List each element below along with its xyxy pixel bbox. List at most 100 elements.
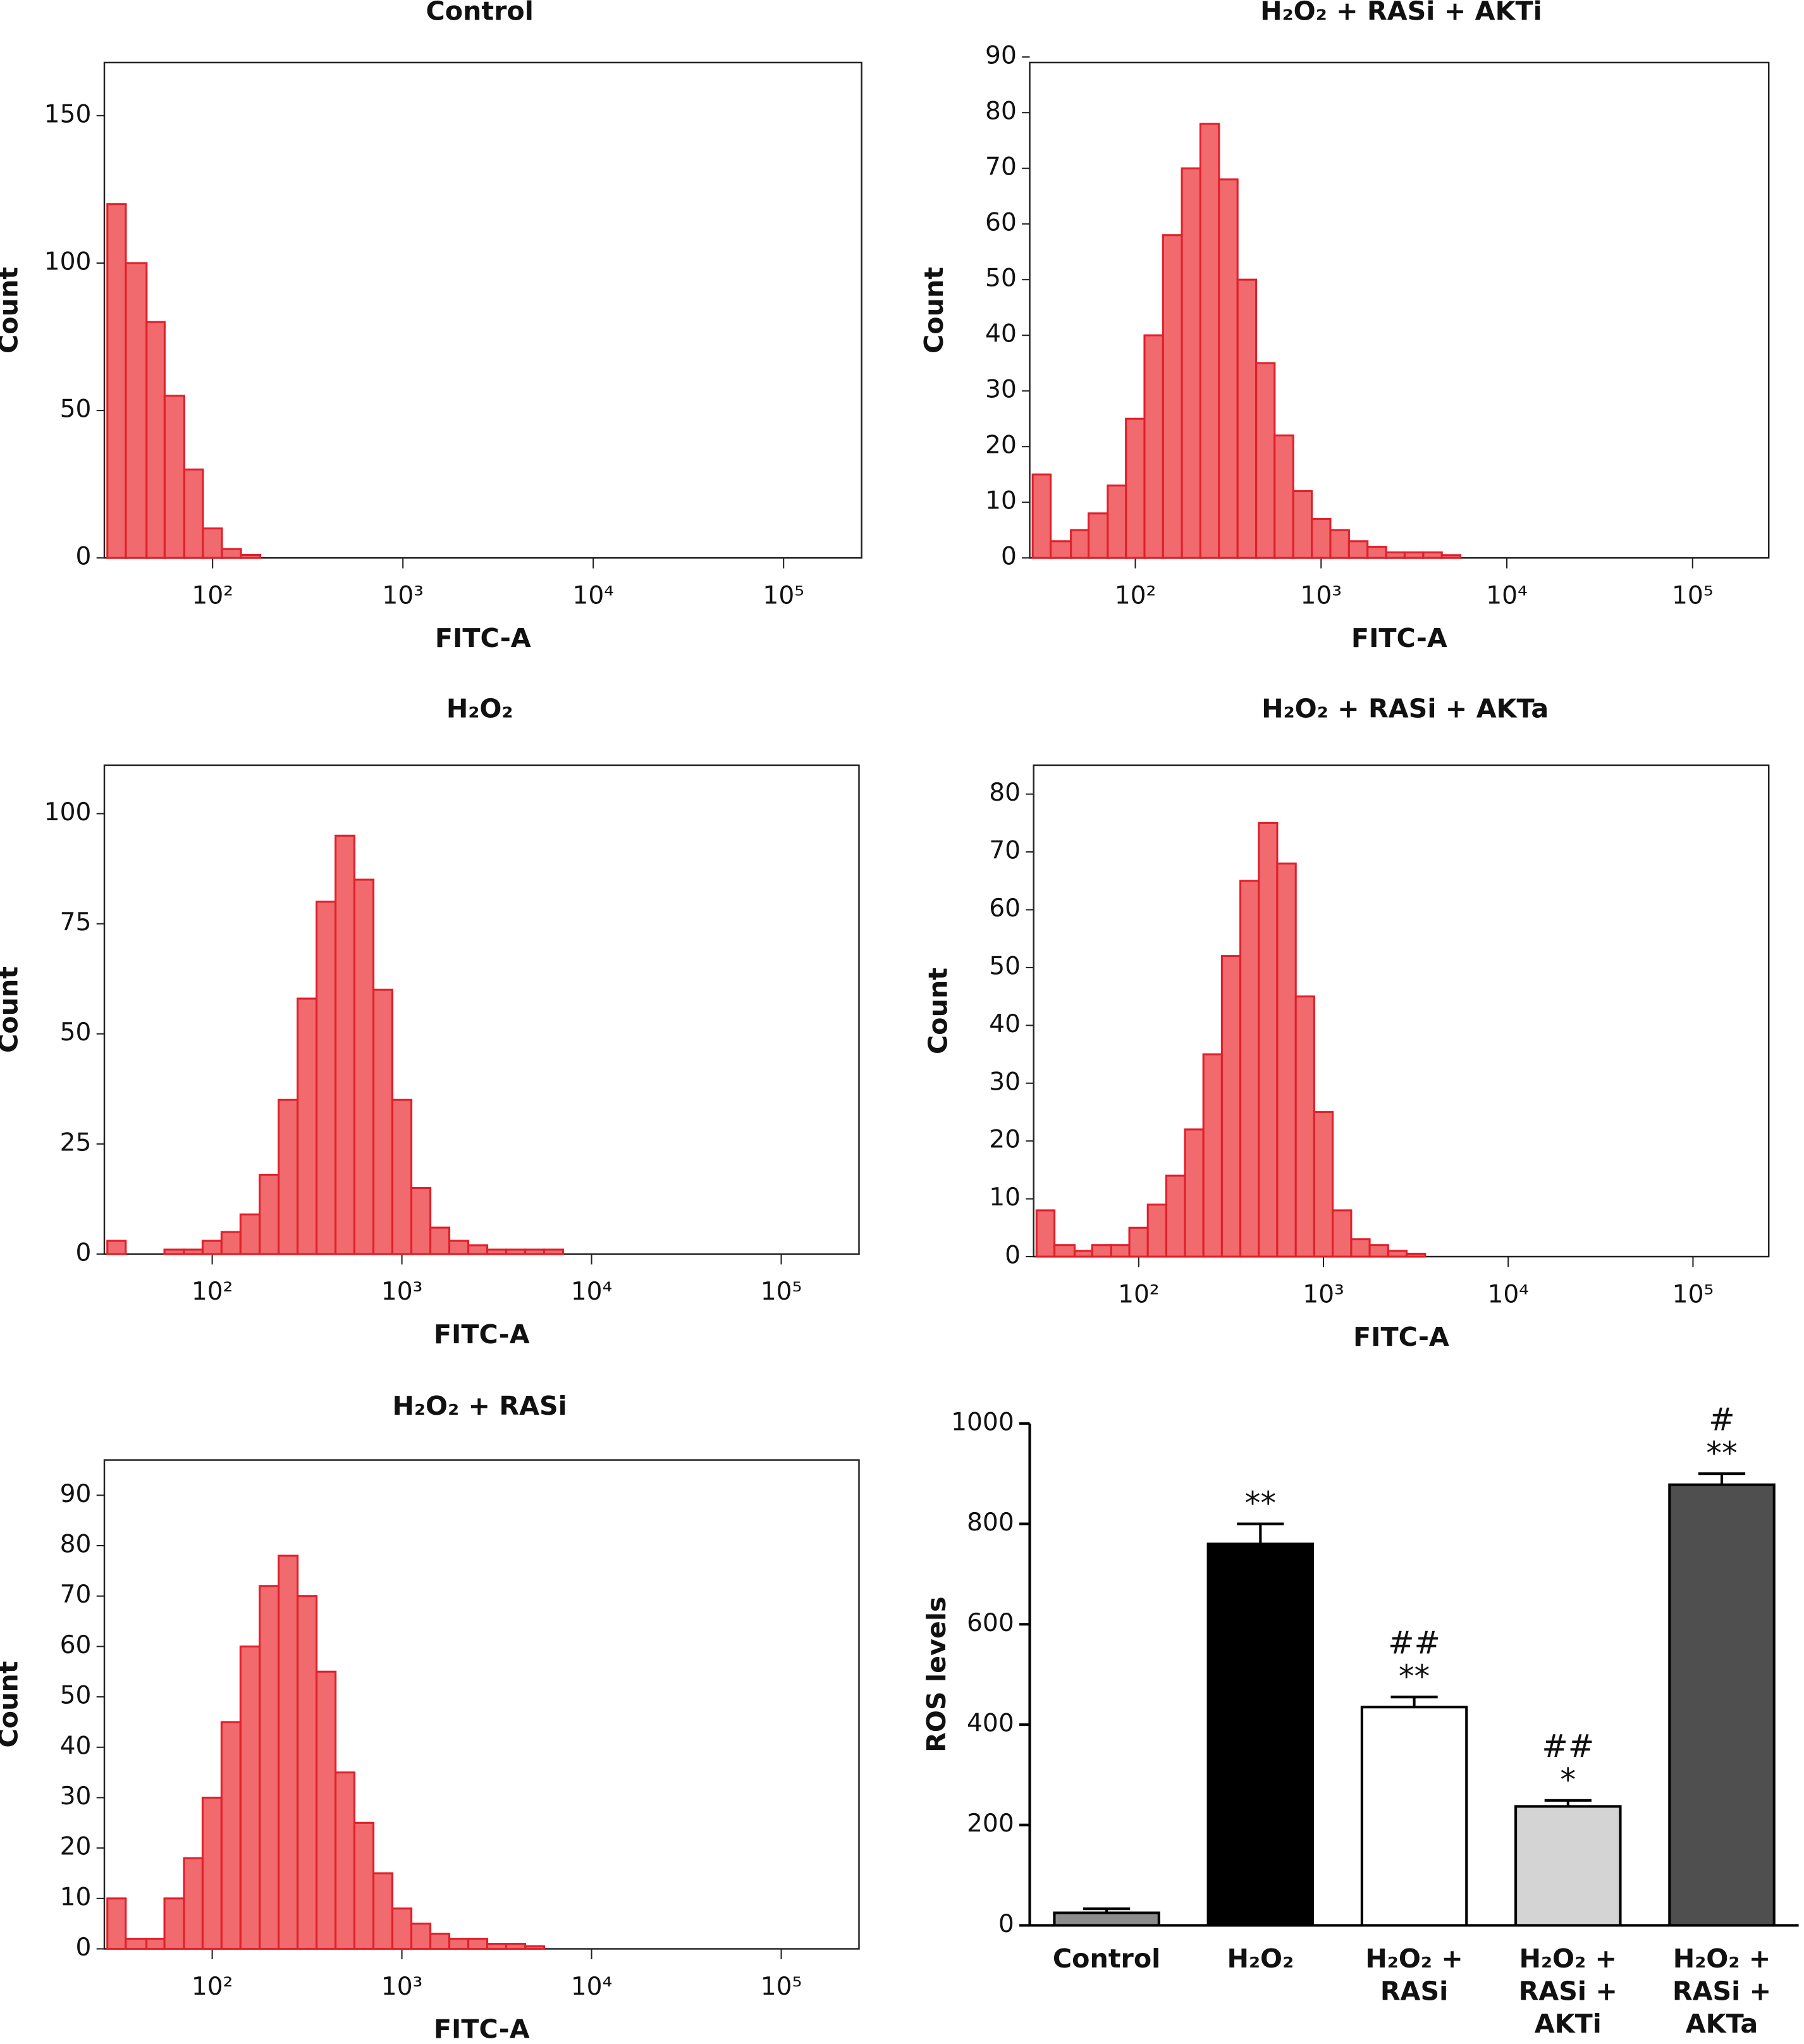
histogram-bar: [1073, 1250, 1093, 1258]
y-tick-label: 1000: [951, 1408, 1014, 1436]
x-tick-label: 10⁴: [571, 1278, 613, 1306]
y-axis-label: Count: [923, 968, 953, 1054]
histogram-bar: [1181, 167, 1201, 559]
histogram-bar: [334, 1771, 356, 1950]
histogram-bar: [524, 1248, 546, 1255]
x-tick-label: 10⁴: [571, 1973, 613, 2001]
y-tick-label: 50: [60, 395, 92, 424]
x-tick-label: 10²: [1118, 1280, 1160, 1308]
histogram-bar: [1162, 234, 1183, 559]
y-tick-label: 75: [60, 908, 92, 937]
histogram-bar: [125, 262, 148, 559]
histogram-bar: [505, 1943, 527, 1950]
y-tick-label: 90: [985, 42, 1017, 70]
x-tick-label: H₂O₂ +: [1673, 1943, 1771, 1974]
y-tick-label: 30: [989, 1068, 1021, 1096]
y-tick-label: 100: [44, 798, 92, 827]
x-tick-label: 10⁵: [1672, 1280, 1714, 1308]
y-tick-label: 80: [989, 779, 1021, 807]
significance-mark: *: [1560, 1761, 1576, 1798]
histogram-bar: [353, 878, 375, 1255]
plot-area: [1033, 764, 1770, 1258]
histogram-bar: [1387, 1250, 1408, 1258]
histogram-bar: [1403, 551, 1425, 559]
y-tick-label: 400: [967, 1709, 1014, 1738]
histogram-bar: [1292, 490, 1313, 559]
x-tick-label: 10²: [192, 1973, 233, 2001]
x-axis-label: FITC-A: [434, 1319, 530, 1350]
histogram-bar: [297, 1595, 318, 1950]
histogram-bar: [1332, 1209, 1353, 1258]
x-tick-label: Control: [1053, 1943, 1160, 1974]
x-tick-label: RASi +: [1672, 1976, 1771, 2007]
histogram-bar: [183, 1248, 204, 1255]
histogram-bar: [201, 1796, 223, 1950]
chart-title: H₂O₂ + RASi + AKTi: [1260, 0, 1542, 27]
y-tick-label: 60: [989, 894, 1021, 923]
histogram-bar: [467, 1938, 489, 1950]
histogram-bar: [1368, 1244, 1389, 1258]
y-tick-label: 70: [60, 1580, 92, 1609]
y-tick-label: 0: [75, 1933, 91, 1962]
histogram-bar: [259, 1585, 280, 1950]
histogram-bar: [1035, 1209, 1056, 1258]
x-axis-label: FITC-A: [434, 2014, 530, 2044]
histogram-bar: [240, 553, 262, 559]
bar: [1668, 1483, 1776, 1927]
histogram-bar: [505, 1248, 527, 1255]
histogram-bar: [1255, 362, 1276, 559]
histogram-bar: [1405, 1252, 1427, 1258]
histogram-bar: [316, 901, 337, 1255]
histogram-bar: [1091, 1244, 1112, 1258]
histogram-bar: [1311, 518, 1332, 559]
histogram-bar: [410, 1186, 432, 1255]
histogram-bar: [1125, 417, 1146, 559]
x-tick-label: H₂O₂ +: [1519, 1943, 1617, 1974]
x-tick-label: 10⁵: [1672, 582, 1714, 610]
y-tick-label: 100: [44, 247, 92, 276]
histogram-bar: [1165, 1174, 1186, 1258]
histogram-bar: [163, 1248, 185, 1255]
histogram-bar: [278, 1555, 299, 1950]
y-tick-label: 70: [985, 153, 1017, 182]
histogram-bar: [297, 997, 318, 1255]
x-tick-label: 10⁵: [763, 582, 804, 610]
histogram-bar: [1350, 1238, 1371, 1258]
y-tick-label: 80: [60, 1530, 92, 1559]
x-axis-label: FITC-A: [435, 623, 531, 653]
y-axis-label: Count: [0, 267, 24, 354]
histogram-bar: [1347, 540, 1369, 559]
histogram-bar: [1110, 1244, 1131, 1258]
y-tick-label: 40: [985, 320, 1017, 348]
histogram-bar: [183, 468, 204, 559]
y-tick-label: 20: [985, 431, 1017, 460]
histogram-bar: [1276, 862, 1297, 1258]
significance-mark: **: [1399, 1658, 1430, 1695]
histogram-bar: [1385, 551, 1406, 559]
x-tick-label: 10⁴: [1486, 582, 1528, 610]
x-tick-label: AKTa: [1686, 2009, 1758, 2039]
histogram-bar: [1294, 995, 1315, 1258]
histogram-bar: [353, 1821, 375, 1950]
y-tick-label: 20: [60, 1833, 92, 1861]
histogram-bar: [486, 1248, 508, 1255]
significance-mark: ##: [1388, 1624, 1440, 1661]
histogram-bar: [429, 1933, 451, 1950]
x-tick-label: 10⁵: [761, 1973, 802, 2001]
significance-mark: **: [1706, 1435, 1737, 1472]
x-tick-label: RASi +: [1519, 1976, 1617, 2007]
histogram-bar: [125, 1938, 148, 1950]
y-tick-label: 0: [75, 543, 91, 571]
histogram-bar: [220, 1231, 242, 1255]
histogram-bar: [163, 1897, 185, 1950]
x-tick-label: 10²: [1115, 582, 1157, 610]
histogram-bar: [202, 527, 223, 559]
histogram-bar: [1239, 880, 1260, 1258]
histogram-bar: [1143, 334, 1164, 559]
bar: [1360, 1706, 1468, 1927]
histogram-bar: [1199, 123, 1220, 559]
histogram-bar: [448, 1240, 470, 1255]
histogram-bar: [372, 988, 394, 1255]
x-tick-label: 10³: [1301, 582, 1342, 610]
